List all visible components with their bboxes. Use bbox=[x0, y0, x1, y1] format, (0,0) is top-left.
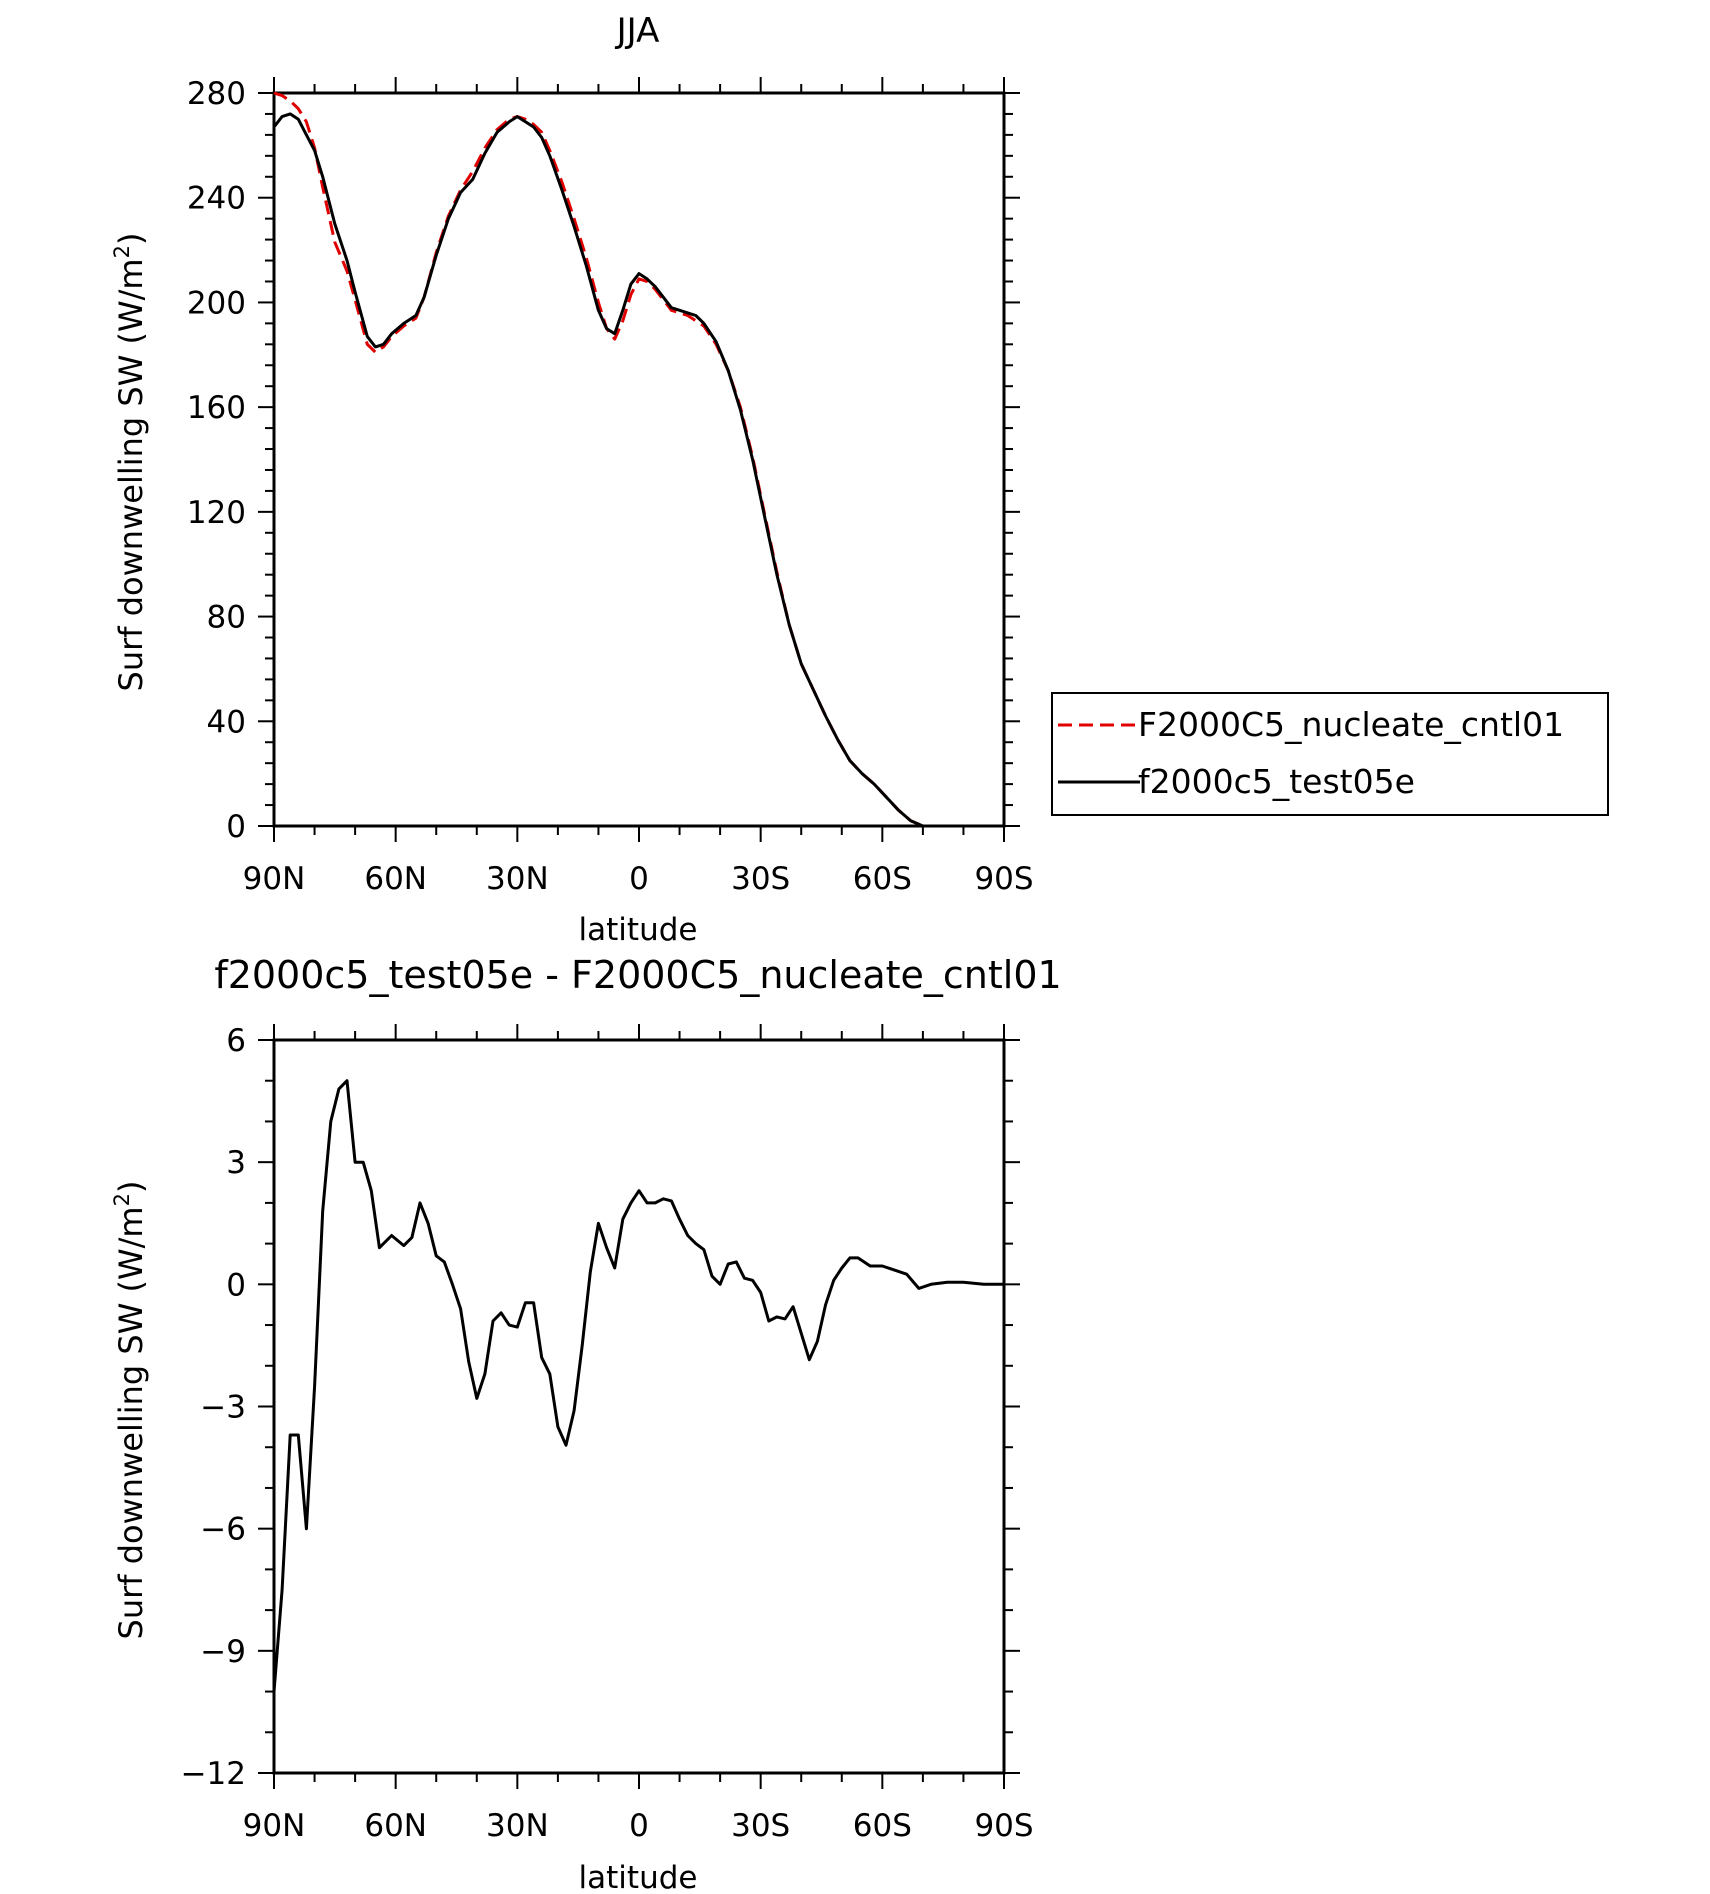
x-tick-label: 60N bbox=[364, 1808, 427, 1844]
top-chart-panel: JJA 0 40 80 120 160 200 240 280 90N 60N 30N 0 30S 60… bbox=[110, 11, 1609, 948]
bottom-plot-area bbox=[272, 1038, 1006, 1775]
y-tick-label: −6 bbox=[200, 1512, 246, 1548]
x-tick-label: 30N bbox=[486, 861, 549, 897]
top-y-tick-labels: 0 40 80 120 160 200 240 280 bbox=[187, 76, 246, 845]
bottom-x-tick-labels: 90N 60N 30N 0 30S 60S 90S bbox=[243, 1808, 1034, 1844]
bottom-y-axis-label: Surf downwelling SW (W/m2) bbox=[110, 1181, 150, 1640]
top-x-axis-label: latitude bbox=[579, 912, 698, 948]
legend-box bbox=[1051, 692, 1609, 816]
top-series-line-2 bbox=[272, 112, 1004, 828]
top-plot-area bbox=[272, 91, 1006, 828]
y-tick-label: 120 bbox=[187, 495, 246, 531]
bottom-chart-panel: f2000c5_test05e - F2000C5_nucleate_cntl0… bbox=[110, 953, 1062, 1894]
y-tick-label: 40 bbox=[207, 704, 246, 740]
y-tick-label: 280 bbox=[187, 76, 246, 112]
bottom-ticks bbox=[258, 1024, 1020, 1789]
y-tick-label: 0 bbox=[226, 809, 246, 845]
top-plot-frame bbox=[272, 91, 1006, 828]
y-tick-label: 6 bbox=[226, 1023, 246, 1059]
top-y-axis-label: Surf downwelling SW (W/m2) bbox=[110, 233, 150, 692]
top-series-line-1 bbox=[273, 91, 1004, 828]
bottom-series-line-1 bbox=[272, 1079, 1004, 1692]
x-tick-label: 90N bbox=[243, 861, 306, 897]
top-y-axis-label-text: Surf downwelling SW (W/m bbox=[112, 258, 150, 691]
top-y-axis-label-superscript: 2 bbox=[110, 245, 134, 258]
bottom-y-axis-label-text: Surf downwelling SW (W/m bbox=[112, 1206, 150, 1639]
bottom-y-tick-labels: −12 −9 −6 −3 0 3 6 bbox=[181, 1023, 246, 1792]
top-series-lines bbox=[272, 91, 1004, 828]
y-tick-label: −9 bbox=[200, 1634, 246, 1670]
x-tick-label: 60N bbox=[364, 861, 427, 897]
x-tick-label: 30N bbox=[486, 1808, 549, 1844]
x-tick-label: 0 bbox=[629, 1808, 649, 1844]
bottom-plot-frame bbox=[272, 1038, 1006, 1775]
bottom-x-axis-label: latitude bbox=[579, 1860, 698, 1894]
x-tick-label: 90N bbox=[243, 1808, 306, 1844]
x-tick-label: 60S bbox=[853, 861, 912, 897]
top-y-axis-label-close: ) bbox=[112, 233, 150, 245]
x-tick-label: 30S bbox=[731, 1808, 790, 1844]
x-tick-label: 60S bbox=[853, 1808, 912, 1844]
top-x-tick-labels: 90N 60N 30N 0 30S 60S 90S bbox=[243, 861, 1034, 897]
y-tick-label: −3 bbox=[200, 1390, 246, 1426]
y-tick-label: 160 bbox=[187, 390, 246, 426]
top-ticks bbox=[258, 77, 1020, 842]
y-tick-label: 0 bbox=[226, 1267, 246, 1303]
top-legend: F2000C5_nucleate_cntl01 f2000c5_test05e bbox=[1051, 692, 1609, 816]
y-tick-label: 240 bbox=[187, 181, 246, 217]
y-tick-label: 3 bbox=[226, 1145, 246, 1181]
legend-label-test05e: f2000c5_test05e bbox=[1138, 762, 1415, 801]
bottom-y-axis-label-close: ) bbox=[112, 1181, 150, 1193]
bottom-y-axis-label-superscript: 2 bbox=[110, 1193, 134, 1206]
x-tick-label: 90S bbox=[974, 1808, 1033, 1844]
legend-label-cntl01: F2000C5_nucleate_cntl01 bbox=[1138, 705, 1564, 744]
bottom-series-lines bbox=[272, 1079, 1004, 1692]
x-tick-label: 30S bbox=[731, 861, 790, 897]
x-tick-label: 0 bbox=[629, 861, 649, 897]
y-tick-label: −12 bbox=[181, 1756, 246, 1792]
y-tick-label: 80 bbox=[207, 600, 246, 636]
top-chart-title: JJA bbox=[615, 11, 660, 51]
y-tick-label: 200 bbox=[187, 285, 246, 321]
bottom-chart-title: f2000c5_test05e - F2000C5_nucleate_cntl0… bbox=[214, 953, 1061, 997]
x-tick-label: 90S bbox=[974, 861, 1033, 897]
